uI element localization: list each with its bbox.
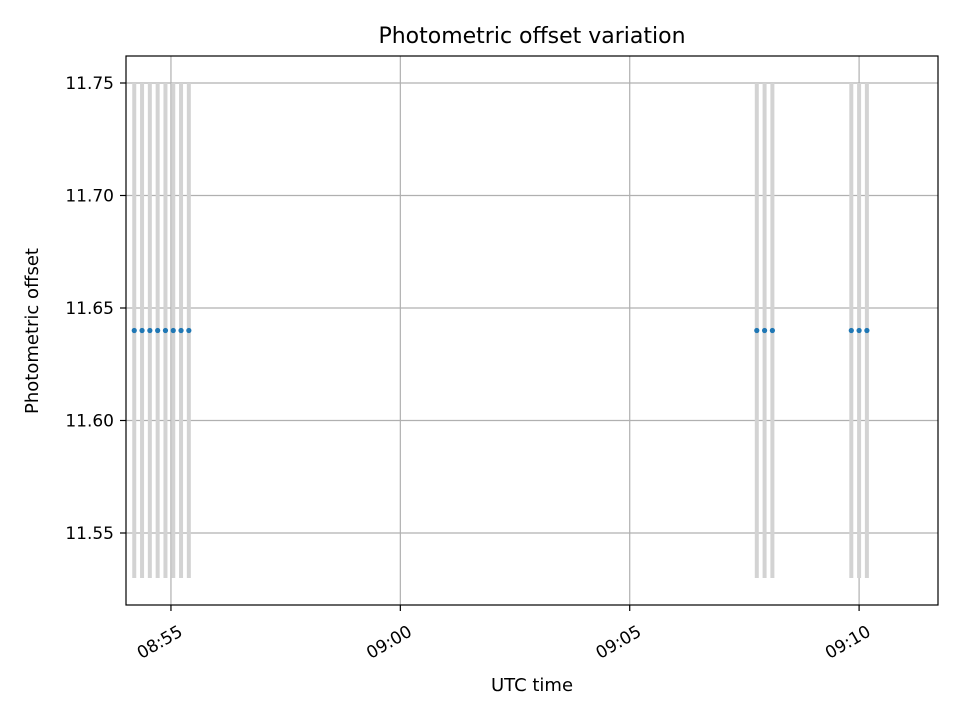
y-axis-ticks: 11.55 11.60 11.65 11.70 11.75 — [65, 74, 126, 544]
data-points — [131, 327, 870, 334]
plot-area-frame — [125, 55, 939, 606]
y-tick-label: 11.65 — [65, 299, 114, 319]
y-axis-label: Photometric offset — [22, 248, 43, 414]
data-point — [186, 327, 192, 334]
data-point — [131, 327, 137, 334]
data-point — [162, 327, 169, 334]
y-tick-label: 11.75 — [65, 74, 114, 94]
data-point — [155, 327, 161, 334]
data-point — [848, 327, 854, 334]
y-tick-label: 11.55 — [65, 524, 114, 544]
data-point — [139, 327, 145, 334]
y-tick-label: 11.60 — [65, 412, 114, 432]
data-point — [754, 327, 760, 334]
data-point — [769, 327, 775, 334]
chart-title: Photometric offset variation — [378, 24, 685, 49]
data-point — [761, 327, 768, 334]
data-point — [147, 327, 153, 334]
data-point — [856, 327, 862, 334]
data-point — [178, 327, 184, 334]
x-axis-label: UTC time — [491, 675, 573, 696]
data-point — [864, 327, 870, 334]
data-point — [170, 327, 176, 334]
y-tick-label: 11.70 — [65, 187, 114, 207]
